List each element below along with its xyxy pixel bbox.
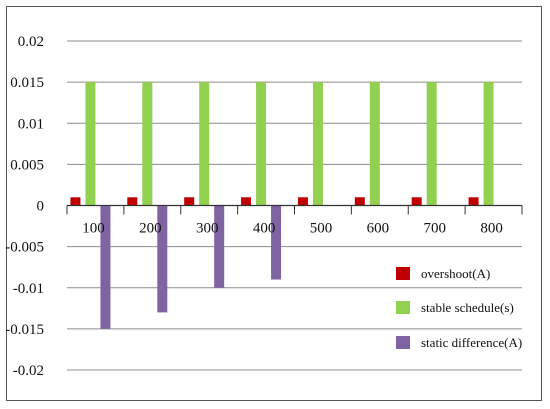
bar-series3-400 bbox=[271, 205, 282, 280]
bar-series2-400 bbox=[256, 82, 267, 206]
x-tick-label-300: 300 bbox=[196, 221, 219, 237]
x-tick-label-400: 400 bbox=[253, 221, 276, 237]
legend-label-3: static difference(A) bbox=[421, 335, 522, 350]
bar-series2-100 bbox=[85, 82, 96, 206]
x-tick-label-800: 800 bbox=[480, 221, 503, 237]
bar-series1-300 bbox=[184, 197, 195, 206]
y-tick-label-3: 0.005 bbox=[10, 157, 44, 173]
bar-series1-100 bbox=[70, 197, 81, 206]
bar-series1-500 bbox=[297, 197, 308, 206]
legend-label-2: stable schedule(s) bbox=[421, 300, 514, 315]
y-tick-label-5: -0.005 bbox=[5, 240, 44, 256]
bar-series2-300 bbox=[199, 82, 210, 206]
bar-series2-800 bbox=[483, 82, 494, 206]
bar-series1-600 bbox=[354, 197, 365, 206]
y-tick-label-7: -0.015 bbox=[5, 322, 44, 338]
x-tick-label-700: 700 bbox=[423, 221, 446, 237]
bar-series1-200 bbox=[127, 197, 138, 206]
bar-series2-500 bbox=[312, 82, 323, 206]
bar-series3-100 bbox=[100, 205, 111, 329]
bar-series1-400 bbox=[241, 197, 252, 206]
y-tick-label-4: 0 bbox=[37, 199, 45, 215]
x-tick-label-600: 600 bbox=[367, 221, 390, 237]
bar-series2-600 bbox=[369, 82, 380, 206]
bar-series1-800 bbox=[468, 197, 479, 206]
bar-series3-300 bbox=[214, 205, 225, 288]
bar-series3-200 bbox=[157, 205, 168, 313]
y-tick-label-1: 0.015 bbox=[10, 75, 44, 91]
x-tick-label-200: 200 bbox=[139, 221, 162, 237]
legend-swatch-1 bbox=[396, 267, 410, 280]
y-tick-label-6: -0.01 bbox=[13, 281, 44, 297]
x-tick-label-100: 100 bbox=[82, 221, 105, 237]
y-tick-label-0: 0.02 bbox=[18, 34, 44, 50]
legend-swatch-3 bbox=[396, 336, 410, 349]
legend-swatch-2 bbox=[396, 301, 410, 314]
bar-series2-200 bbox=[142, 82, 153, 206]
y-tick-label-2: 0.01 bbox=[18, 116, 44, 132]
x-tick-label-500: 500 bbox=[310, 221, 333, 237]
bar-series2-700 bbox=[426, 82, 437, 206]
y-tick-label-8: -0.02 bbox=[13, 363, 44, 379]
bar-series1-700 bbox=[411, 197, 422, 206]
legend-label-1: overshoot(A) bbox=[421, 266, 490, 281]
